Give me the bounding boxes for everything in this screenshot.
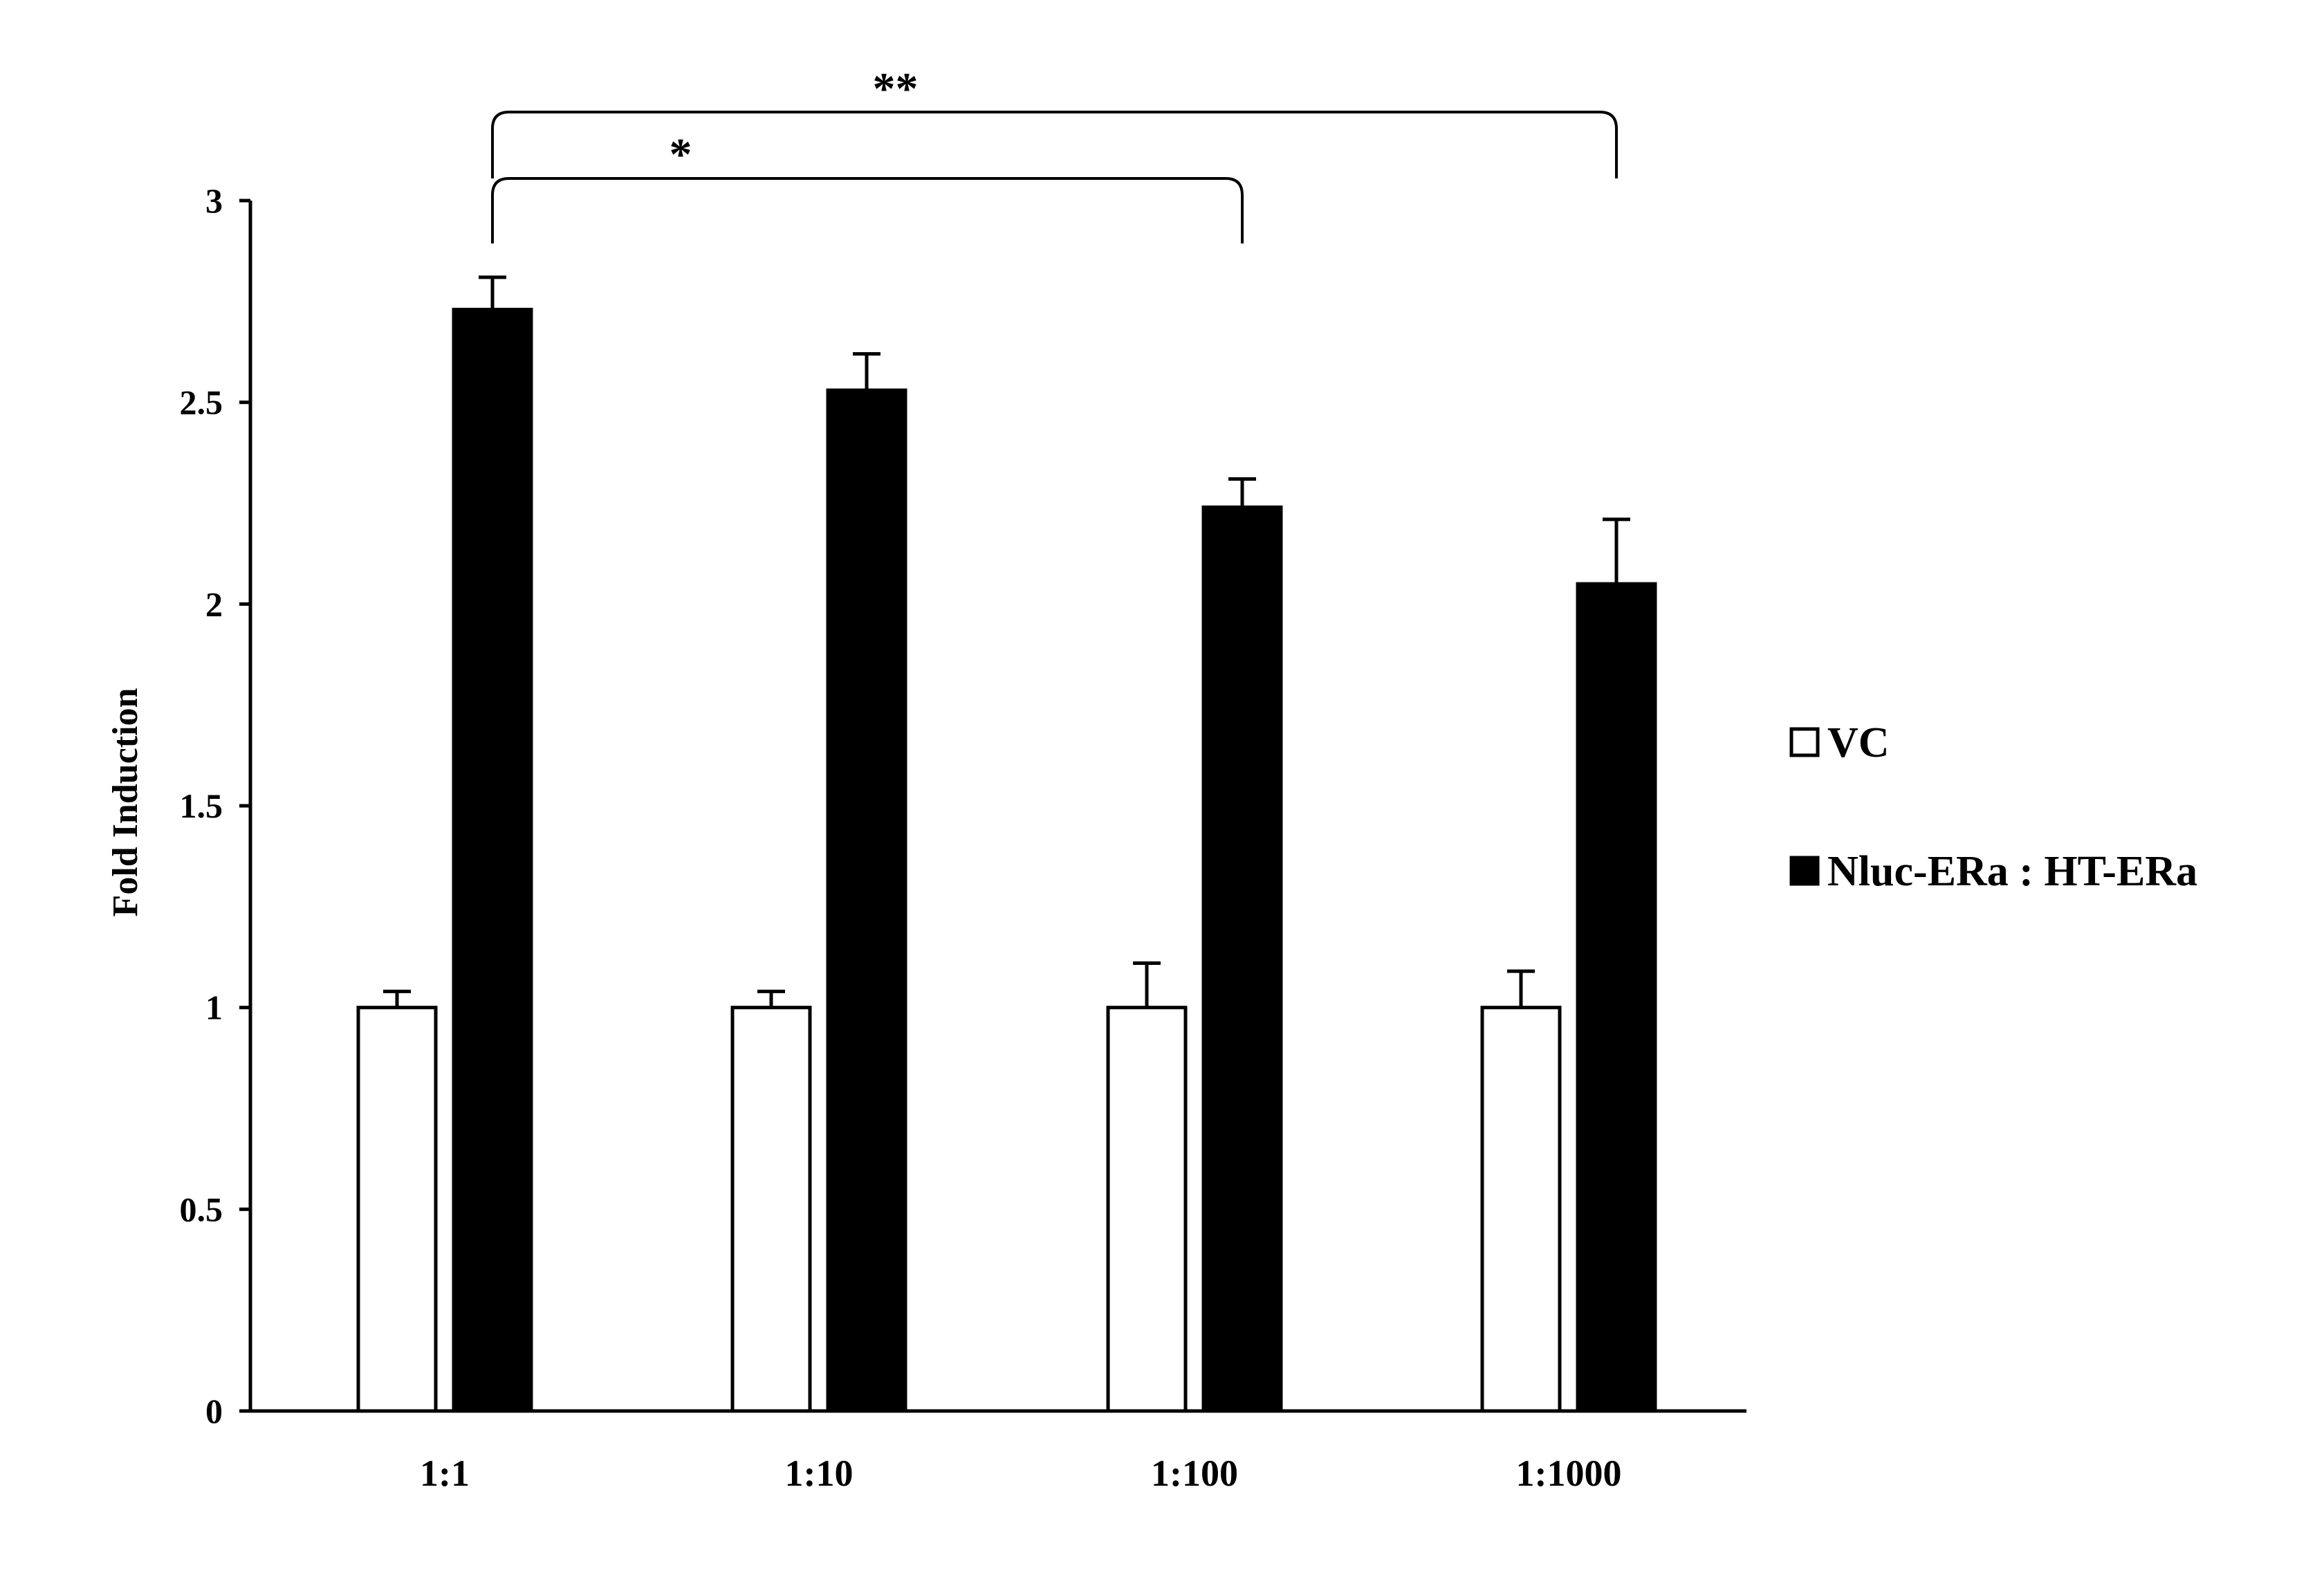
significance-brackets: *** (491, 64, 1618, 243)
bar-nluc-1:100 (1201, 505, 1283, 1413)
x-tick-label: 1:1000 (1516, 1452, 1622, 1494)
significance-bracket (491, 111, 1618, 178)
legend: VC Nluc-ERa : HT-ERa (1789, 719, 2197, 895)
y-tick-label: 2 (205, 584, 223, 623)
x-tick-label: 1:10 (785, 1452, 854, 1494)
y-tick-label: 0.5 (180, 1190, 223, 1228)
legend-label: VC (1827, 719, 1890, 766)
bar-nluc-1:1 (452, 308, 533, 1413)
x-tick-label: 1:100 (1151, 1452, 1238, 1494)
legend-label: Nluc-ERa : HT-ERa (1827, 848, 2197, 895)
bar-vc-1:10 (730, 1006, 812, 1413)
bar-vc-1:1 (356, 1006, 438, 1413)
bars-layer (356, 275, 1657, 1413)
y-tick-label: 1.5 (180, 786, 223, 825)
y-tick-label: 0 (205, 1392, 223, 1430)
y-tick-label: 2.5 (180, 383, 223, 422)
y-tick-label: 3 (205, 181, 223, 220)
x-tick-label: 1:1 (420, 1452, 470, 1494)
legend-swatch (1789, 856, 1820, 886)
bar-nluc-1:10 (826, 388, 907, 1413)
significance-bracket (491, 177, 1244, 243)
y-axis-label: Fold Induction (106, 688, 145, 916)
bar-vc-1:100 (1106, 1006, 1188, 1413)
y-tick-label: 1 (205, 988, 223, 1027)
legend-swatch (1789, 727, 1820, 757)
axes: 0 0.5 1 1.5 2 2.5 3 1:1 1:10 1:100 1:1000 (180, 181, 1746, 1494)
significance-label: ** (873, 64, 919, 114)
bar-nluc-1:1000 (1576, 582, 1657, 1413)
bar-vc-1:1000 (1480, 1006, 1562, 1413)
significance-label: * (670, 129, 692, 180)
